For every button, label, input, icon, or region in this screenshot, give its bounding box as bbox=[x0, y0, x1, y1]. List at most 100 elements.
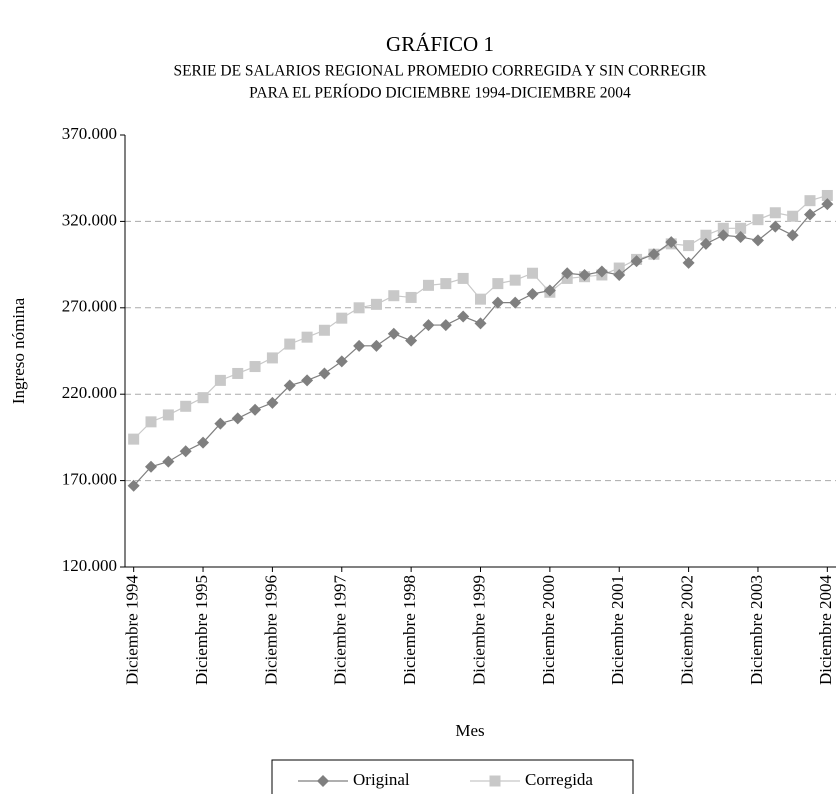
legend-marker bbox=[317, 775, 329, 787]
data-point bbox=[388, 290, 400, 302]
data-point bbox=[145, 460, 158, 473]
data-point bbox=[543, 284, 556, 297]
data-point bbox=[509, 296, 522, 309]
x-tick-label: Diciembre 1999 bbox=[469, 575, 488, 685]
data-point bbox=[561, 267, 574, 280]
x-tick-label: Diciembre 2004 bbox=[816, 575, 835, 685]
data-point bbox=[474, 317, 487, 330]
chart-subtitle: SERIE DE SALARIOS REGIONAL PROMEDIO CORR… bbox=[173, 63, 707, 80]
data-point bbox=[751, 234, 764, 247]
data-point bbox=[180, 400, 192, 412]
data-point bbox=[595, 265, 608, 278]
data-point bbox=[266, 352, 278, 364]
x-tick-label: Diciembre 2001 bbox=[608, 575, 627, 685]
y-tick-label: 120.000 bbox=[62, 556, 117, 575]
legend-label: Original bbox=[353, 770, 410, 789]
data-point bbox=[700, 229, 712, 241]
chart-subtitle: PARA EL PERÍODO DICIEMBRE 1994-DICIEMBRE… bbox=[249, 85, 631, 102]
data-point bbox=[127, 479, 140, 492]
x-axis-label: Mes bbox=[455, 721, 484, 740]
data-point bbox=[231, 412, 244, 425]
data-point bbox=[457, 272, 469, 284]
data-point bbox=[492, 278, 504, 290]
data-point bbox=[613, 268, 626, 281]
legend-marker bbox=[489, 775, 501, 787]
data-point bbox=[301, 374, 314, 387]
data-point bbox=[370, 298, 382, 310]
data-point bbox=[335, 355, 348, 368]
x-tick-label: Diciembre 2002 bbox=[678, 575, 697, 685]
data-point bbox=[249, 403, 262, 416]
data-point bbox=[682, 256, 695, 269]
data-point bbox=[821, 198, 834, 211]
y-tick-label: 220.000 bbox=[62, 383, 117, 402]
data-point bbox=[197, 436, 210, 449]
x-tick-label: Diciembre 1997 bbox=[331, 575, 350, 685]
data-point bbox=[318, 324, 330, 336]
data-point bbox=[249, 361, 261, 373]
data-point bbox=[752, 214, 764, 226]
data-point bbox=[769, 220, 782, 233]
data-point bbox=[284, 338, 296, 350]
data-point bbox=[699, 237, 712, 250]
data-point bbox=[405, 291, 417, 303]
data-point bbox=[440, 278, 452, 290]
data-point bbox=[613, 262, 625, 274]
data-point bbox=[128, 433, 140, 445]
data-point bbox=[197, 392, 209, 404]
data-point bbox=[422, 279, 434, 291]
data-point bbox=[318, 367, 331, 380]
x-tick-label: Diciembre 1998 bbox=[400, 575, 419, 685]
x-tick-label: Diciembre 2003 bbox=[747, 575, 766, 685]
data-point bbox=[283, 379, 296, 392]
data-point bbox=[665, 236, 678, 249]
data-point bbox=[162, 409, 174, 421]
data-point bbox=[370, 339, 383, 352]
data-point bbox=[786, 229, 799, 242]
data-point bbox=[509, 274, 521, 286]
data-point bbox=[353, 302, 365, 314]
data-point bbox=[145, 416, 157, 428]
y-tick-label: 370.000 bbox=[62, 124, 117, 143]
y-axis-label: Ingreso nómina bbox=[9, 297, 28, 404]
data-point bbox=[232, 367, 244, 379]
series-line bbox=[133, 203, 828, 487]
data-point bbox=[735, 222, 747, 234]
data-point bbox=[405, 334, 418, 347]
data-point bbox=[821, 189, 833, 201]
data-point bbox=[803, 208, 816, 221]
legend-label: Corregida bbox=[525, 770, 593, 789]
data-point bbox=[179, 445, 192, 458]
y-tick-label: 320.000 bbox=[62, 210, 117, 229]
legend-box bbox=[271, 759, 634, 794]
data-point bbox=[526, 287, 539, 300]
x-tick-label: Diciembre 2000 bbox=[539, 575, 558, 685]
y-tick-label: 270.000 bbox=[62, 297, 117, 316]
data-point bbox=[717, 229, 730, 242]
data-point bbox=[491, 296, 504, 309]
data-point bbox=[439, 319, 452, 332]
data-point bbox=[717, 222, 729, 234]
data-point bbox=[787, 210, 799, 222]
x-tick-label: Diciembre 1994 bbox=[123, 575, 142, 685]
data-point bbox=[422, 319, 435, 332]
data-point bbox=[527, 267, 539, 279]
data-point bbox=[353, 339, 366, 352]
data-point bbox=[387, 327, 400, 340]
data-point bbox=[630, 255, 643, 268]
data-point bbox=[162, 455, 175, 468]
data-point bbox=[214, 374, 226, 386]
data-point bbox=[734, 230, 747, 243]
x-tick-label: Diciembre 1995 bbox=[192, 575, 211, 685]
data-point bbox=[647, 248, 660, 261]
x-tick-label: Diciembre 1996 bbox=[261, 575, 280, 685]
data-point bbox=[457, 310, 470, 323]
y-tick-label: 170.000 bbox=[62, 470, 117, 489]
data-point bbox=[475, 293, 486, 305]
data-point bbox=[578, 268, 591, 281]
data-point bbox=[214, 417, 227, 430]
data-point bbox=[683, 240, 695, 252]
data-point bbox=[336, 312, 348, 324]
